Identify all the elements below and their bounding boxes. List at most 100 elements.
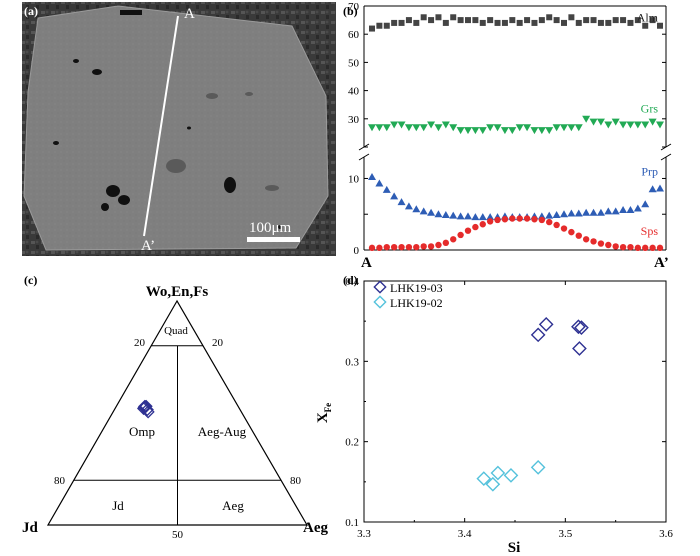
data-point-alm: [450, 14, 457, 21]
data-point-prp: [419, 207, 428, 215]
data-point-prp: [390, 192, 399, 200]
panel-b-series-labels: Alm Grs Prp Sps: [637, 11, 659, 238]
data-point-alm: [531, 19, 538, 26]
panel-c-ternary: (c) Wo,En,Fs Jd Aeg 20 20 80 80 50 Quad …: [22, 273, 328, 541]
data-point-grs: [404, 124, 413, 132]
data-point-grs: [464, 127, 472, 135]
data-point-prp: [382, 185, 391, 193]
data-point-sps: [405, 243, 413, 251]
data-point-prp: [486, 213, 495, 221]
x-tick-label: 3.6: [659, 528, 673, 540]
data-point-grs: [441, 121, 450, 129]
data-point-alm: [524, 17, 531, 24]
apex-left-label: Jd: [22, 520, 39, 536]
data-point-grs: [589, 118, 598, 126]
apex-right-label: Aeg: [303, 520, 328, 536]
data-point-sps: [427, 243, 435, 250]
data-point-alm: [575, 19, 582, 26]
y-tick-label: 30: [348, 114, 360, 126]
data-point-sps: [383, 243, 390, 251]
data-point-prp: [656, 184, 664, 192]
scale-bar: [247, 237, 300, 242]
data-point-sps: [398, 243, 405, 251]
data-point-prp: [641, 200, 650, 208]
panel-d-ticks: 3.3 3.4 3.5 3.6 0.1 0.2 0.3 0.4: [345, 276, 673, 540]
data-point-prp: [368, 173, 376, 181]
data-point-grs: [582, 115, 591, 123]
inclusions: [53, 10, 282, 229]
ternary-point: [141, 405, 155, 419]
data-point-grs: [390, 121, 399, 129]
data-point-prp: [582, 208, 591, 216]
data-point-sps: [523, 215, 531, 222]
data-point-grs: [486, 124, 495, 132]
panel-b-series: [368, 14, 664, 252]
data-point-grs: [478, 127, 487, 135]
data-point-sps: [450, 236, 457, 243]
data-point-alm: [420, 14, 427, 21]
data-point-sps: [472, 223, 479, 231]
data-point-prp: [404, 202, 413, 210]
tick-bottom: 50: [172, 529, 184, 541]
data-point-prp: [633, 204, 642, 212]
panel-b-y-ticks: 30 40 50 60 70 0 10: [348, 1, 666, 257]
data-point-sps: [435, 241, 442, 249]
data-point-prp: [560, 210, 568, 218]
data-point-alm: [494, 19, 501, 26]
y-tick-label: 0.4: [345, 276, 359, 288]
series-label-alm: Alm: [637, 11, 659, 25]
data-point-alm: [538, 17, 545, 24]
data-point-alm: [442, 19, 449, 26]
data-point-grs: [493, 124, 502, 132]
data-point-alm: [398, 19, 405, 26]
data-point-prp: [441, 210, 450, 218]
data-point-prp: [567, 209, 576, 217]
y-tick-label: 60: [348, 29, 360, 41]
data-point-lhk19-03: [574, 320, 589, 335]
y-axis-label-sub: Fe: [323, 403, 333, 413]
data-point-prp: [471, 213, 480, 221]
data-point-grs: [412, 124, 421, 132]
data-point-sps: [479, 221, 486, 228]
data-point-sps: [590, 238, 597, 245]
panel-c-label: (c): [24, 273, 37, 287]
data-point-alm: [435, 14, 442, 21]
data-point-grs: [633, 121, 642, 129]
data-point-grs: [626, 121, 635, 129]
field-jd: Jd: [112, 498, 124, 513]
data-point-grs: [611, 118, 620, 126]
panel-a-bse-image: (a) A A’ 100μm: [22, 2, 336, 256]
data-point-prp: [456, 212, 465, 220]
series-prp: [368, 173, 664, 221]
data-point-prp: [375, 179, 384, 187]
x-tick-label: 3.3: [357, 528, 371, 540]
data-point-grs: [537, 127, 546, 135]
scale-bar-label: 100μm: [249, 220, 292, 236]
field-aeg: Aeg: [222, 498, 244, 513]
data-point-sps: [464, 227, 472, 234]
field-omp: Omp: [129, 424, 155, 439]
data-point-sps: [597, 240, 605, 247]
data-point-prp: [464, 212, 472, 220]
data-point-lhk19-03: [538, 317, 554, 332]
data-point-grs: [545, 127, 554, 135]
data-point-alm: [561, 19, 567, 26]
tick-left-upper: 20: [134, 337, 146, 349]
data-point-sps: [619, 243, 627, 251]
traverse-end-label: A’: [141, 238, 155, 254]
data-point-alm: [428, 17, 435, 24]
apex-top-label: Wo,En,Fs: [146, 284, 209, 300]
data-point-grs: [552, 124, 561, 132]
data-point-grs: [523, 124, 532, 132]
data-point-grs: [596, 118, 605, 126]
series-alm: [369, 14, 663, 32]
data-point-sps: [538, 216, 546, 224]
data-point-alm: [657, 22, 663, 29]
data-point-sps: [560, 225, 568, 232]
data-point-sps: [531, 216, 538, 223]
data-point-sps: [494, 216, 501, 224]
data-point-prp: [648, 185, 657, 193]
y-tick-label: 50: [348, 57, 360, 69]
data-point-alm: [509, 17, 516, 24]
data-point-alm: [487, 17, 494, 24]
